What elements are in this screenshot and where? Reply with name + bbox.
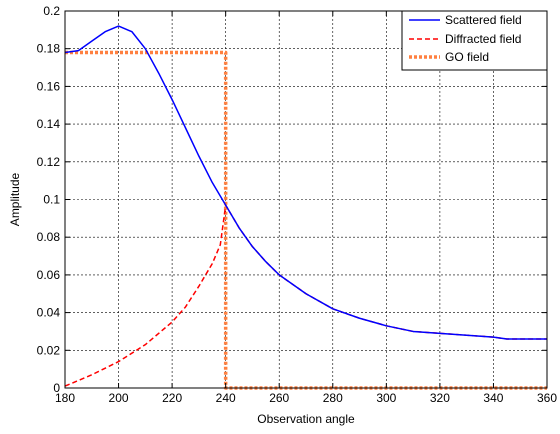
legend: Scattered field Diffracted field GO fiel… [401, 10, 548, 71]
y-tick-label: 0.08 [37, 230, 61, 244]
y-tick-label: 0.18 [37, 42, 61, 56]
legend-label-diffracted: Diffracted field [445, 32, 521, 46]
x-tick-label: 360 [537, 391, 557, 405]
y-tick-label: 0.1 [43, 193, 60, 207]
x-tick-label: 260 [269, 391, 289, 405]
y-axis-title: Amplitude [8, 173, 22, 227]
y-tick-label: 0.2 [43, 4, 60, 18]
y-tick-label: 0.12 [37, 155, 61, 169]
x-axis-title: Observation angle [257, 412, 355, 426]
x-tick-label: 180 [55, 391, 75, 405]
ticks: 180 200 220 240 260 280 300 320 340 360 0 0.02 0.04 0… [37, 4, 558, 405]
y-tick-label: 0.02 [37, 343, 61, 357]
x-tick-label: 300 [376, 391, 396, 405]
legend-box [401, 10, 548, 71]
x-tick-label: 280 [323, 391, 343, 405]
y-tick-label: 0.16 [37, 79, 61, 93]
x-tick-label: 220 [162, 391, 182, 405]
x-tick-label: 320 [430, 391, 450, 405]
y-tick-label: 0.14 [37, 117, 61, 131]
x-tick-label: 240 [216, 391, 236, 405]
series-line-scattered-field [64, 25, 547, 340]
legend-label-scattered: Scattered field [445, 13, 522, 27]
legend-label-go: GO field [445, 50, 489, 64]
x-tick-label: 200 [109, 391, 129, 405]
y-tick-label: 0.06 [37, 268, 61, 282]
x-tick-label: 340 [483, 391, 503, 405]
y-tick-label: 0 [53, 381, 60, 395]
y-tick-label: 0.04 [37, 306, 61, 320]
